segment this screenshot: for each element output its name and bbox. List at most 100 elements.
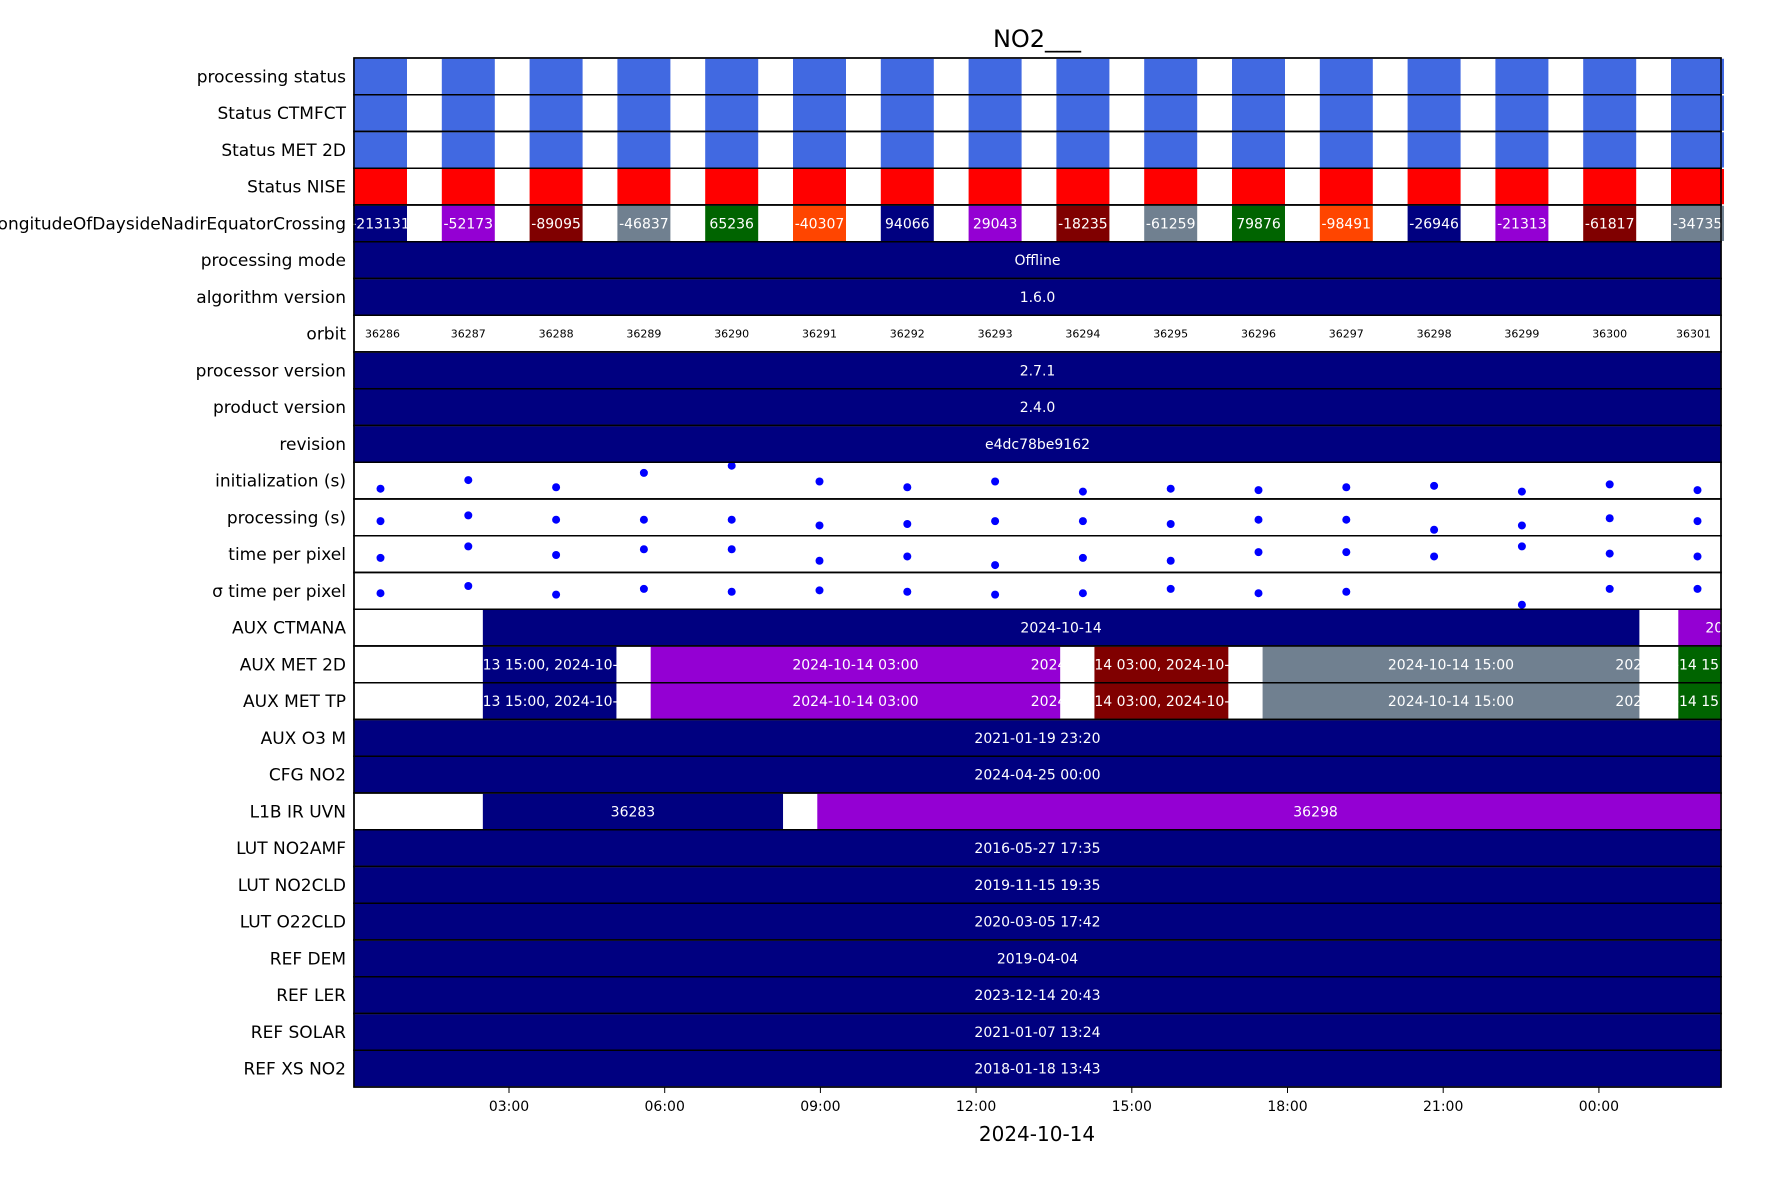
scatter-point <box>1605 549 1614 558</box>
x-tick-label: 09:00 <box>800 1099 840 1115</box>
row-outline <box>353 1049 1722 1088</box>
value-bar-label: 2024-04-25 00:00 <box>974 768 1100 784</box>
granule-bar <box>1583 132 1637 168</box>
granule-bar <box>441 169 495 205</box>
granule-bar <box>793 58 846 94</box>
granule-bar <box>1232 205 1285 241</box>
scatter-point <box>1166 484 1175 493</box>
scatter-point <box>815 556 824 565</box>
scatter-point <box>903 587 912 596</box>
row-label: revision <box>279 435 346 455</box>
row-label: processing status <box>197 67 346 87</box>
chart-row: LUT NO2AMF 2016-05-27 17:35 <box>236 829 1722 868</box>
granule-bar <box>1056 205 1110 241</box>
scatter-point <box>1078 553 1087 562</box>
chart-row: processing status <box>197 57 1724 96</box>
value-bar-label: e4dc78be9162 <box>985 437 1090 453</box>
scatter-point <box>1693 517 1702 526</box>
scatter-point <box>639 545 648 554</box>
row-label: REF LER <box>276 986 346 1006</box>
value-bar <box>354 720 1721 756</box>
scatter-point <box>1166 584 1175 593</box>
granule-bar <box>968 58 1022 94</box>
granule-bar <box>1671 169 1724 205</box>
granule-label: -21313 <box>1497 216 1547 232</box>
granule-bar <box>1319 132 1373 168</box>
value-bar <box>354 1014 1721 1050</box>
granule-bar <box>1671 95 1724 131</box>
x-tick-label: 00:00 <box>1579 1099 1619 1115</box>
scatter-point <box>1693 552 1702 561</box>
segment-bar <box>482 683 617 719</box>
scatter-point <box>1605 584 1614 593</box>
orbit-number: 36290 <box>714 328 749 341</box>
granule-bar <box>1407 95 1461 131</box>
x-tick-label: 03:00 <box>489 1099 529 1115</box>
scatter-point <box>1166 556 1175 565</box>
orbit-number: 36296 <box>1241 328 1276 341</box>
row-frame <box>353 314 1722 353</box>
granule-bar <box>968 132 1022 168</box>
chart-row: LongitudeOfDaysideNadirEquatorCrossing -2… <box>0 204 1724 243</box>
value-bar <box>354 352 1721 388</box>
scatter-point <box>727 515 736 524</box>
granule-bar <box>1232 58 1285 94</box>
scatter-point <box>1605 480 1614 489</box>
orbit-number: 36291 <box>802 328 837 341</box>
granule-bar <box>529 169 583 205</box>
granule-bar <box>1671 58 1724 94</box>
orbit-number: 36297 <box>1329 328 1364 341</box>
scatter-point <box>1166 520 1175 528</box>
scatter-point <box>1254 589 1263 598</box>
granule-bar <box>1144 205 1198 241</box>
scatter-point <box>1517 542 1526 551</box>
scatter-point <box>1605 514 1614 523</box>
segment-label: 2024-10-14 <box>1020 621 1101 637</box>
granule-bar <box>354 132 407 168</box>
granule-bar <box>1319 169 1373 205</box>
chart-row: processor version 2.7.1 <box>196 351 1722 390</box>
granule-bar <box>354 58 407 94</box>
value-bar <box>354 904 1721 940</box>
granule-bar <box>880 169 934 205</box>
segment-label: 36283 <box>611 804 656 820</box>
row-label: LongitudeOfDaysideNadirEquatorCrossing <box>0 214 346 234</box>
scatter-point <box>464 511 473 520</box>
orbit-number: 36288 <box>539 328 574 341</box>
granule-bar <box>529 95 583 131</box>
granule-bar <box>1495 58 1549 94</box>
value-bar-label: 2018-01-18 13:43 <box>974 1062 1100 1078</box>
row-label: Status MET 2D <box>221 141 346 161</box>
segment-bar <box>482 793 784 829</box>
row-label: LUT O22CLD <box>240 913 346 933</box>
row-label: LUT NO2AMF <box>236 839 346 859</box>
orbit-number: 36286 <box>365 328 400 341</box>
row-label: σ time per pixel <box>212 582 346 602</box>
segment-label: 2024-10-14 03:00, 2024-10-14 15:00 <box>1031 657 1292 673</box>
chart-row: time per pixel <box>228 535 1722 574</box>
segment-label: 2024-10-14 03:00 <box>792 694 918 710</box>
scatter-point <box>903 552 912 561</box>
orbit-number: 36295 <box>1153 328 1188 341</box>
granule-bar <box>1144 95 1198 131</box>
granule-bar <box>968 205 1022 241</box>
scatter-point <box>1078 589 1087 598</box>
granule-bar <box>1495 205 1549 241</box>
x-tick-label: 18:00 <box>1267 1099 1307 1115</box>
granule-bar <box>793 169 846 205</box>
granule-label: -89095 <box>531 216 581 232</box>
granule-bar <box>1056 95 1110 131</box>
granule-bar <box>441 205 495 241</box>
granule-bar <box>705 58 759 94</box>
scatter-point <box>1430 481 1439 490</box>
granule-bar <box>1144 58 1198 94</box>
granule-label: 94066 <box>885 216 930 232</box>
segment-label: 2024-10-15 <box>1705 621 1771 637</box>
chart-row: processing (s) <box>227 498 1722 537</box>
row-label: processing mode <box>201 251 346 271</box>
granule-label: -46837 <box>619 216 669 232</box>
scatter-point <box>1517 521 1526 530</box>
chart-row: AUX CTMANA 2024-10-14 2024-10-15 <box>232 608 1771 647</box>
value-bar-label: 2016-05-27 17:35 <box>974 841 1100 857</box>
